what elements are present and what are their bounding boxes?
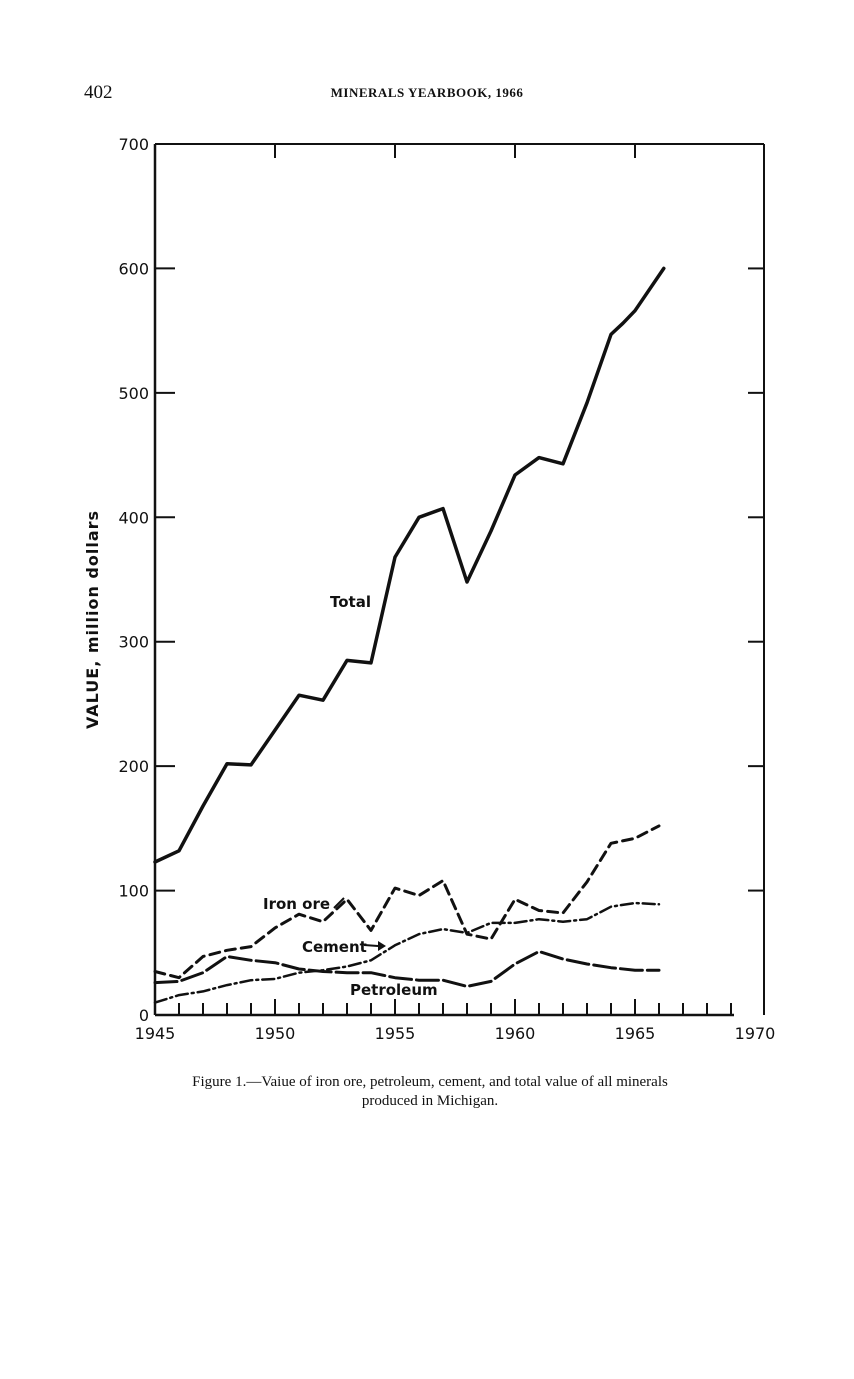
y-tick-label: 0 — [139, 1006, 149, 1025]
series-label-iron-ore: Iron ore — [263, 895, 330, 913]
iron-ore-leader — [333, 897, 345, 909]
y-tick-label: 200 — [118, 757, 149, 776]
x-tick-label: 1965 — [615, 1024, 656, 1043]
series-label-cement: Cement — [302, 938, 367, 956]
cement-leader — [363, 944, 379, 947]
series-label-petroleum: Petroleum — [350, 981, 438, 999]
caption-line-1: Figure 1.—Vaiue of iron ore, petroleum, … — [192, 1074, 668, 1090]
series-label-total: Total — [330, 593, 371, 611]
y-tick-label: 500 — [118, 384, 149, 403]
axes-layer — [153, 143, 765, 1017]
y-tick-label: 600 — [118, 259, 149, 278]
running-head: MINERALS YEARBOOK, 1966 — [330, 85, 524, 100]
x-tick-label: 1945 — [135, 1024, 176, 1043]
series-layer — [153, 266, 666, 1004]
tick-layer: 0 100 200 300 400 500 600 700 1945 1950 1955 1960 19… — [118, 135, 775, 1043]
y-tick-label: 400 — [118, 508, 149, 527]
caption-line-2: produced in Michigan. — [361, 1093, 499, 1109]
series-line-cement — [153, 901, 661, 1004]
x-tick-label: 1955 — [375, 1024, 416, 1043]
x-tick-label: 1960 — [495, 1024, 536, 1043]
y-tick-label: 300 — [118, 633, 149, 652]
y-axis-title: VALUE, million dollars — [83, 510, 102, 729]
x-tick-label: 1970 — [735, 1024, 776, 1043]
y-tick-label: 100 — [118, 882, 149, 901]
series-line-total — [153, 266, 666, 864]
label-layer: VALUE, million dollars Total Iron ore Cemen… — [83, 510, 438, 999]
figure-caption: Figure 1.—Vaiue of iron ore, petroleum, … — [110, 1073, 750, 1111]
page-number: 402 — [84, 82, 113, 103]
series-line-petroleum — [153, 950, 661, 988]
y-tick-label: 700 — [118, 135, 149, 154]
series-line-iron-ore — [153, 824, 661, 980]
cement-leader-arrowhead — [378, 941, 386, 951]
x-tick-label: 1950 — [255, 1024, 296, 1043]
